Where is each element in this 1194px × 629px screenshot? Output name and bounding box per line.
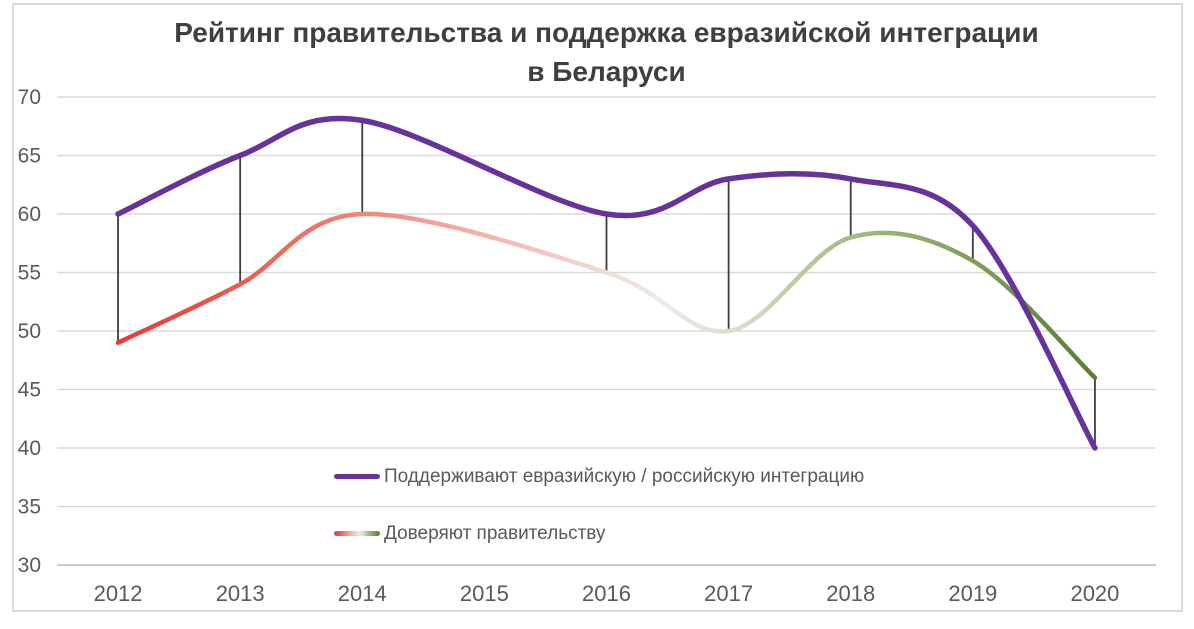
x-tick-label: 2017 [704,581,753,606]
y-tick-label: 50 [18,320,41,343]
x-tick-label: 2018 [826,581,875,606]
chart-title: Рейтинг правительства и поддержка еврази… [57,13,1156,91]
legend-label-integration: Поддерживают евразийскую / российскую ин… [384,465,865,487]
y-tick-label: 30 [18,554,41,577]
legend-item-trust: Доверяют правительству [334,521,605,546]
y-tick-label: 70 [18,86,41,109]
x-tick-label: 2014 [338,581,387,606]
x-tick-label: 2015 [460,581,509,606]
legend-line-sample-trust [334,531,380,536]
series-line-trust [115,211,1098,381]
chart-title-line1: Рейтинг правительства и поддержка еврази… [174,17,1039,48]
chart-title-line2: в Беларуси [527,56,686,87]
x-tick-label: 2013 [216,581,265,606]
y-tick-label: 35 [18,496,41,519]
y-tick-label: 65 [18,145,41,168]
legend-item-integration: Поддерживают евразийскую / российскую ин… [334,464,864,489]
chart-border [12,3,1183,612]
y-tick-label: 40 [18,437,41,460]
series-line-integration [115,115,1098,451]
x-tick-label: 2019 [948,581,997,606]
legend-label-trust: Доверяют правительству [384,522,606,544]
x-tick-label: 2016 [582,581,631,606]
x-tick-label: 2020 [1070,581,1119,606]
y-tick-label: 45 [18,379,41,402]
y-tick-label: 55 [18,262,41,285]
legend-line-sample-integration [334,474,380,479]
y-tick-label: 60 [18,203,41,226]
x-tick-label: 2012 [94,581,143,606]
